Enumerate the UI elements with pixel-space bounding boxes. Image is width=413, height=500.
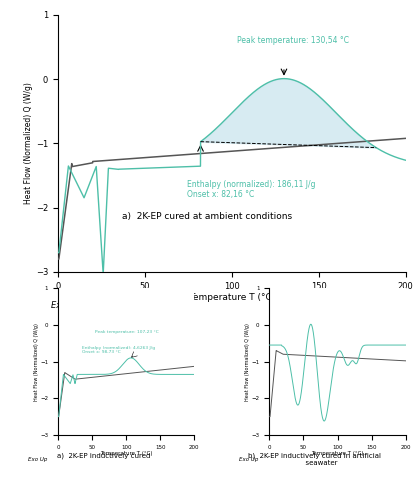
X-axis label: Temperature Τ (°C): Temperature Τ (°C)	[311, 451, 363, 456]
Text: Enthalpy (normalized): 4,6263 J/g
Onset x: 98,73 °C: Enthalpy (normalized): 4,6263 J/g Onset …	[82, 346, 154, 354]
Y-axis label: Heat Flow (Normalized) Q (W/g): Heat Flow (Normalized) Q (W/g)	[244, 322, 249, 400]
Text: a)  2K-EP cured at ambient conditions: a) 2K-EP cured at ambient conditions	[122, 212, 291, 222]
Text: Peak temperature: 107,23 °C: Peak temperature: 107,23 °C	[95, 330, 159, 334]
Text: Peak temperature: 130,54 °C: Peak temperature: 130,54 °C	[237, 36, 348, 45]
X-axis label: Temperature Τ (°C): Temperature Τ (°C)	[188, 294, 274, 302]
Text: a)  2K-EP inductively cured: a) 2K-EP inductively cured	[57, 452, 150, 459]
X-axis label: Temperature Τ (°C): Temperature Τ (°C)	[100, 451, 152, 456]
Text: Exo Up: Exo Up	[239, 458, 258, 462]
Text: b)  2K-EP inductively cured in artificial
      seawater: b) 2K-EP inductively cured in artificial…	[247, 452, 380, 466]
Y-axis label: Heat Flow (Normalized) Q (W/g): Heat Flow (Normalized) Q (W/g)	[24, 82, 33, 204]
Text: Exo Up: Exo Up	[51, 301, 80, 310]
Y-axis label: Heat Flow (Normalized) Q (W/g): Heat Flow (Normalized) Q (W/g)	[33, 322, 39, 400]
Text: Exo Up: Exo Up	[28, 458, 47, 462]
Text: Enthalpy (normalized): 186,11 J/g
Onset x: 82,16 °C: Enthalpy (normalized): 186,11 J/g Onset …	[186, 180, 314, 200]
